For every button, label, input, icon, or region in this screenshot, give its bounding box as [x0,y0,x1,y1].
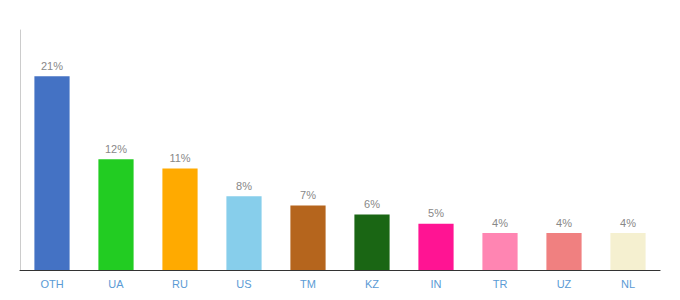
svg-text:4%: 4% [492,217,508,229]
svg-text:KZ: KZ [365,278,379,290]
svg-text:7%: 7% [300,189,316,201]
svg-text:NL: NL [621,278,635,290]
svg-text:RU: RU [172,278,188,290]
svg-text:OTH: OTH [40,278,63,290]
svg-text:TM: TM [300,278,316,290]
svg-text:UA: UA [108,278,124,290]
svg-text:6%: 6% [364,198,380,210]
svg-text:US: US [236,278,251,290]
svg-text:12%: 12% [105,143,127,155]
svg-text:21%: 21% [41,60,63,72]
svg-text:UZ: UZ [557,278,572,290]
svg-text:TR: TR [493,278,508,290]
svg-text:8%: 8% [236,180,252,192]
svg-text:5%: 5% [428,207,444,219]
svg-text:11%: 11% [169,152,190,164]
svg-text:IN: IN [431,278,442,290]
svg-text:4%: 4% [620,217,636,229]
svg-text:4%: 4% [556,217,572,229]
